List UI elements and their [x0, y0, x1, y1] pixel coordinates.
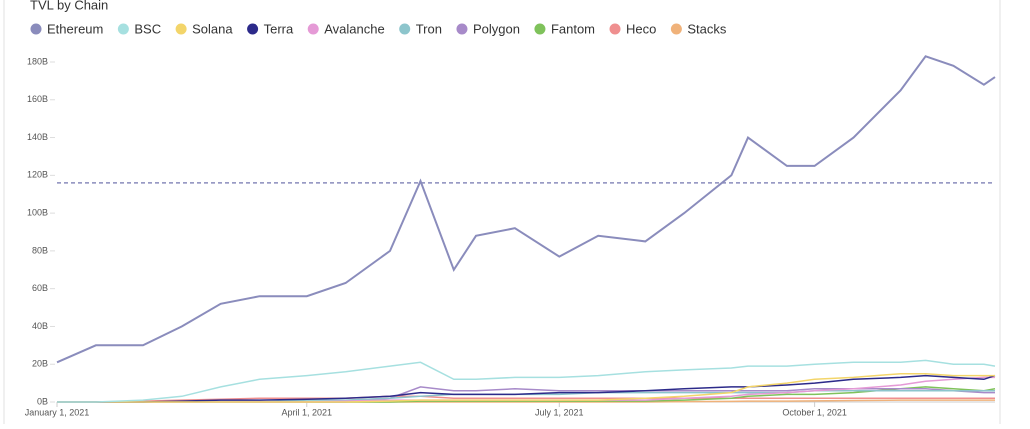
legend-label: Stacks	[687, 21, 727, 36]
legend-marker	[456, 23, 468, 35]
x-tick-label: April 1, 2021	[281, 407, 332, 417]
legend-label: Terra	[264, 21, 294, 36]
legend-label: Solana	[192, 21, 233, 36]
y-tick-label: 40B	[32, 321, 48, 331]
legend-marker	[609, 23, 621, 35]
legend-label: Avalanche	[324, 21, 384, 36]
x-tick-label: October 1, 2021	[782, 407, 847, 417]
legend-label: Fantom	[551, 21, 595, 36]
y-tick-label: 160B	[27, 94, 48, 104]
series-line	[56, 55, 996, 364]
x-tick-label: July 1, 2021	[535, 407, 584, 417]
legend-marker	[534, 23, 546, 35]
legend-label: Heco	[626, 21, 656, 36]
y-tick-label: 140B	[27, 132, 48, 142]
chart-title: TVL by Chain	[30, 0, 108, 12]
legend-marker	[30, 23, 42, 35]
series-line	[57, 374, 996, 403]
y-tick-label: 20B	[32, 359, 48, 369]
legend-marker	[247, 23, 259, 35]
series-line	[57, 372, 995, 403]
x-tick-label: January 1, 2021	[25, 407, 90, 417]
legend-label: BSC	[134, 21, 161, 36]
y-tick-label: 60B	[32, 283, 48, 293]
y-tick-label: 0B	[37, 396, 48, 406]
legend-marker	[670, 23, 682, 35]
legend-marker	[399, 23, 411, 35]
legend-marker	[175, 23, 187, 35]
y-tick-label: 180B	[27, 56, 48, 66]
legend-label: Ethereum	[47, 21, 103, 36]
series-line	[57, 359, 996, 403]
y-tick-label: 100B	[27, 207, 48, 217]
y-tick-label: 120B	[27, 170, 48, 180]
series-line	[57, 395, 995, 403]
legend-marker	[307, 23, 319, 35]
legend-label: Polygon	[473, 21, 520, 36]
y-tick-label: 80B	[32, 245, 48, 255]
legend-marker	[117, 23, 129, 35]
legend-label: Tron	[416, 21, 442, 36]
